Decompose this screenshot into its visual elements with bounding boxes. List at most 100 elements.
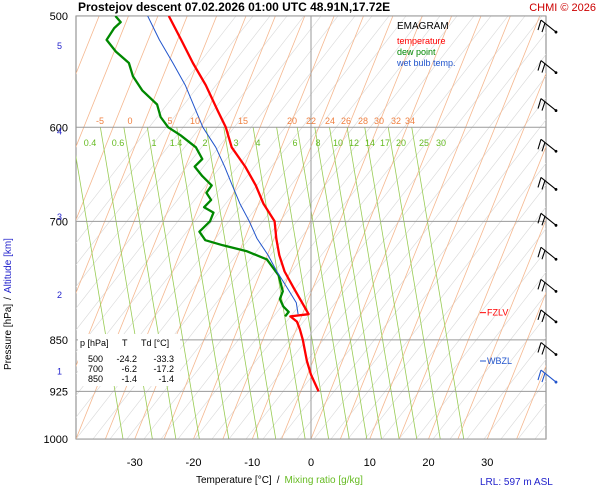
mixing-ratio-line bbox=[411, 127, 465, 439]
adiabat-line bbox=[194, 16, 526, 439]
mixing-ratio-label: 6 bbox=[292, 138, 297, 148]
adiabat-line bbox=[160, 16, 492, 439]
mixing-ratio-label: 0.6 bbox=[112, 138, 125, 148]
barb-flag bbox=[537, 98, 542, 109]
barb-flag bbox=[541, 372, 546, 383]
barb-station bbox=[554, 353, 558, 356]
pressure-tick-label: 600 bbox=[50, 122, 68, 134]
isotherm-line bbox=[76, 16, 217, 367]
mixing-ratio-label: 30 bbox=[436, 138, 446, 148]
adiabat-line bbox=[483, 359, 546, 439]
barb-flag bbox=[541, 345, 546, 355]
mixing-ratio-line bbox=[146, 127, 200, 439]
barb-flag bbox=[541, 250, 546, 260]
mixing-ratio-label: 10 bbox=[333, 138, 343, 148]
fzlv-label: FZLV bbox=[487, 308, 508, 318]
barb-flag bbox=[541, 22, 546, 33]
adiabat-line bbox=[466, 337, 546, 439]
mixing-ratio-line bbox=[276, 127, 330, 439]
legend-temperature: temperature bbox=[397, 36, 446, 46]
mixing-ratio-label: 8 bbox=[315, 138, 320, 148]
barb-flag bbox=[537, 177, 542, 188]
barb-flag bbox=[537, 213, 542, 224]
mixing-ratio-label: 3 bbox=[233, 138, 238, 148]
adiabat-line bbox=[76, 16, 288, 287]
isotherm-line bbox=[457, 218, 546, 439]
mixing-ratio-line bbox=[76, 154, 124, 439]
adiabat-line bbox=[262, 75, 546, 439]
adiabat-line bbox=[126, 16, 458, 439]
isotherm-line bbox=[222, 16, 394, 439]
legend-wet-bulb: wet bulb temp. bbox=[396, 58, 456, 68]
mixing-ratio-label: 4 bbox=[255, 138, 260, 148]
barb-staff bbox=[540, 212, 557, 226]
mixing-ratio-line bbox=[176, 127, 230, 439]
legend-dew-point: dew point bbox=[397, 47, 436, 57]
barb-station bbox=[554, 30, 558, 34]
mixing-ratio-line bbox=[223, 127, 277, 439]
isotherm-label: 10 bbox=[190, 116, 200, 126]
barb-flag bbox=[537, 309, 542, 321]
adiabat-line bbox=[76, 16, 305, 309]
barb-staff bbox=[540, 278, 557, 292]
mixing-ratio-label: 2 bbox=[202, 138, 207, 148]
table-header-t: T bbox=[122, 338, 128, 348]
barb-station bbox=[554, 380, 558, 384]
isotherm-line bbox=[575, 16, 600, 439]
mixing-ratio-label: 14 bbox=[365, 138, 375, 148]
wbzl-label: WBZL bbox=[487, 356, 512, 366]
legend: EMAGRAM temperature dew point wet bulb t… bbox=[396, 21, 456, 68]
legend-title: EMAGRAM bbox=[397, 21, 449, 32]
isotherm-line bbox=[0, 16, 40, 439]
mixing-ratio-line bbox=[123, 127, 177, 439]
isotherm-line bbox=[0, 16, 11, 439]
pressure-tick-label: 1000 bbox=[44, 434, 68, 446]
isotherm-line bbox=[516, 364, 546, 439]
isotherm-line bbox=[76, 16, 188, 294]
altitude-tick-label: 5 bbox=[57, 41, 62, 51]
pressure-tick-label: 925 bbox=[50, 386, 68, 398]
isotherm-line bbox=[398, 72, 546, 439]
adiabat-line bbox=[449, 315, 546, 439]
temperature-tick-label: 20 bbox=[422, 457, 434, 469]
barb-flag bbox=[537, 279, 542, 290]
barb-flag bbox=[541, 63, 546, 73]
isotherm-line bbox=[310, 16, 482, 439]
adiabat-line bbox=[330, 162, 546, 439]
isotherm-line bbox=[76, 16, 159, 221]
barb-staff bbox=[540, 98, 557, 112]
pressure-tick-label: 500 bbox=[50, 11, 68, 23]
adiabat-line bbox=[76, 16, 271, 266]
isotherm-line bbox=[428, 145, 546, 439]
wind-barb bbox=[537, 138, 558, 153]
wind-barb bbox=[537, 309, 558, 324]
temperature-line bbox=[167, 16, 320, 392]
mixing-ratio-label: 12 bbox=[349, 138, 359, 148]
adiabat-line bbox=[228, 32, 546, 439]
table-header-p: p [hPa] bbox=[80, 338, 109, 348]
mixing-ratio-line bbox=[346, 127, 400, 439]
isotherm-label: 5 bbox=[167, 116, 172, 126]
sounding-series bbox=[105, 16, 320, 392]
copyright-text: CHMI © 2026 bbox=[529, 2, 596, 14]
isotherm-line bbox=[251, 16, 423, 439]
wind-barb bbox=[537, 342, 558, 356]
barb-station bbox=[554, 109, 558, 112]
table-cell: -1.4 bbox=[121, 374, 137, 384]
isotherm-label: -5 bbox=[96, 116, 104, 126]
table-cell: -6.2 bbox=[121, 364, 137, 374]
barb-flag bbox=[537, 342, 542, 353]
x-axis-temperature: Temperature [°C] bbox=[196, 475, 272, 486]
adiabat-line bbox=[211, 16, 543, 439]
barb-staff bbox=[540, 342, 557, 355]
adiabat-line bbox=[398, 250, 546, 439]
isotherm-label: 0 bbox=[127, 116, 132, 126]
mixing-ratio-label: 1 bbox=[151, 138, 156, 148]
mixing-ratio-label: 0.4 bbox=[84, 138, 97, 148]
barb-staff bbox=[540, 60, 557, 74]
wind-barb bbox=[537, 369, 558, 384]
barb-flag bbox=[541, 180, 546, 190]
isotherm-label: 30 bbox=[374, 116, 384, 126]
isotherm-line bbox=[193, 16, 364, 439]
x-axis-title: Temperature [°C] / Mixing ratio [g/kg] bbox=[196, 475, 363, 486]
